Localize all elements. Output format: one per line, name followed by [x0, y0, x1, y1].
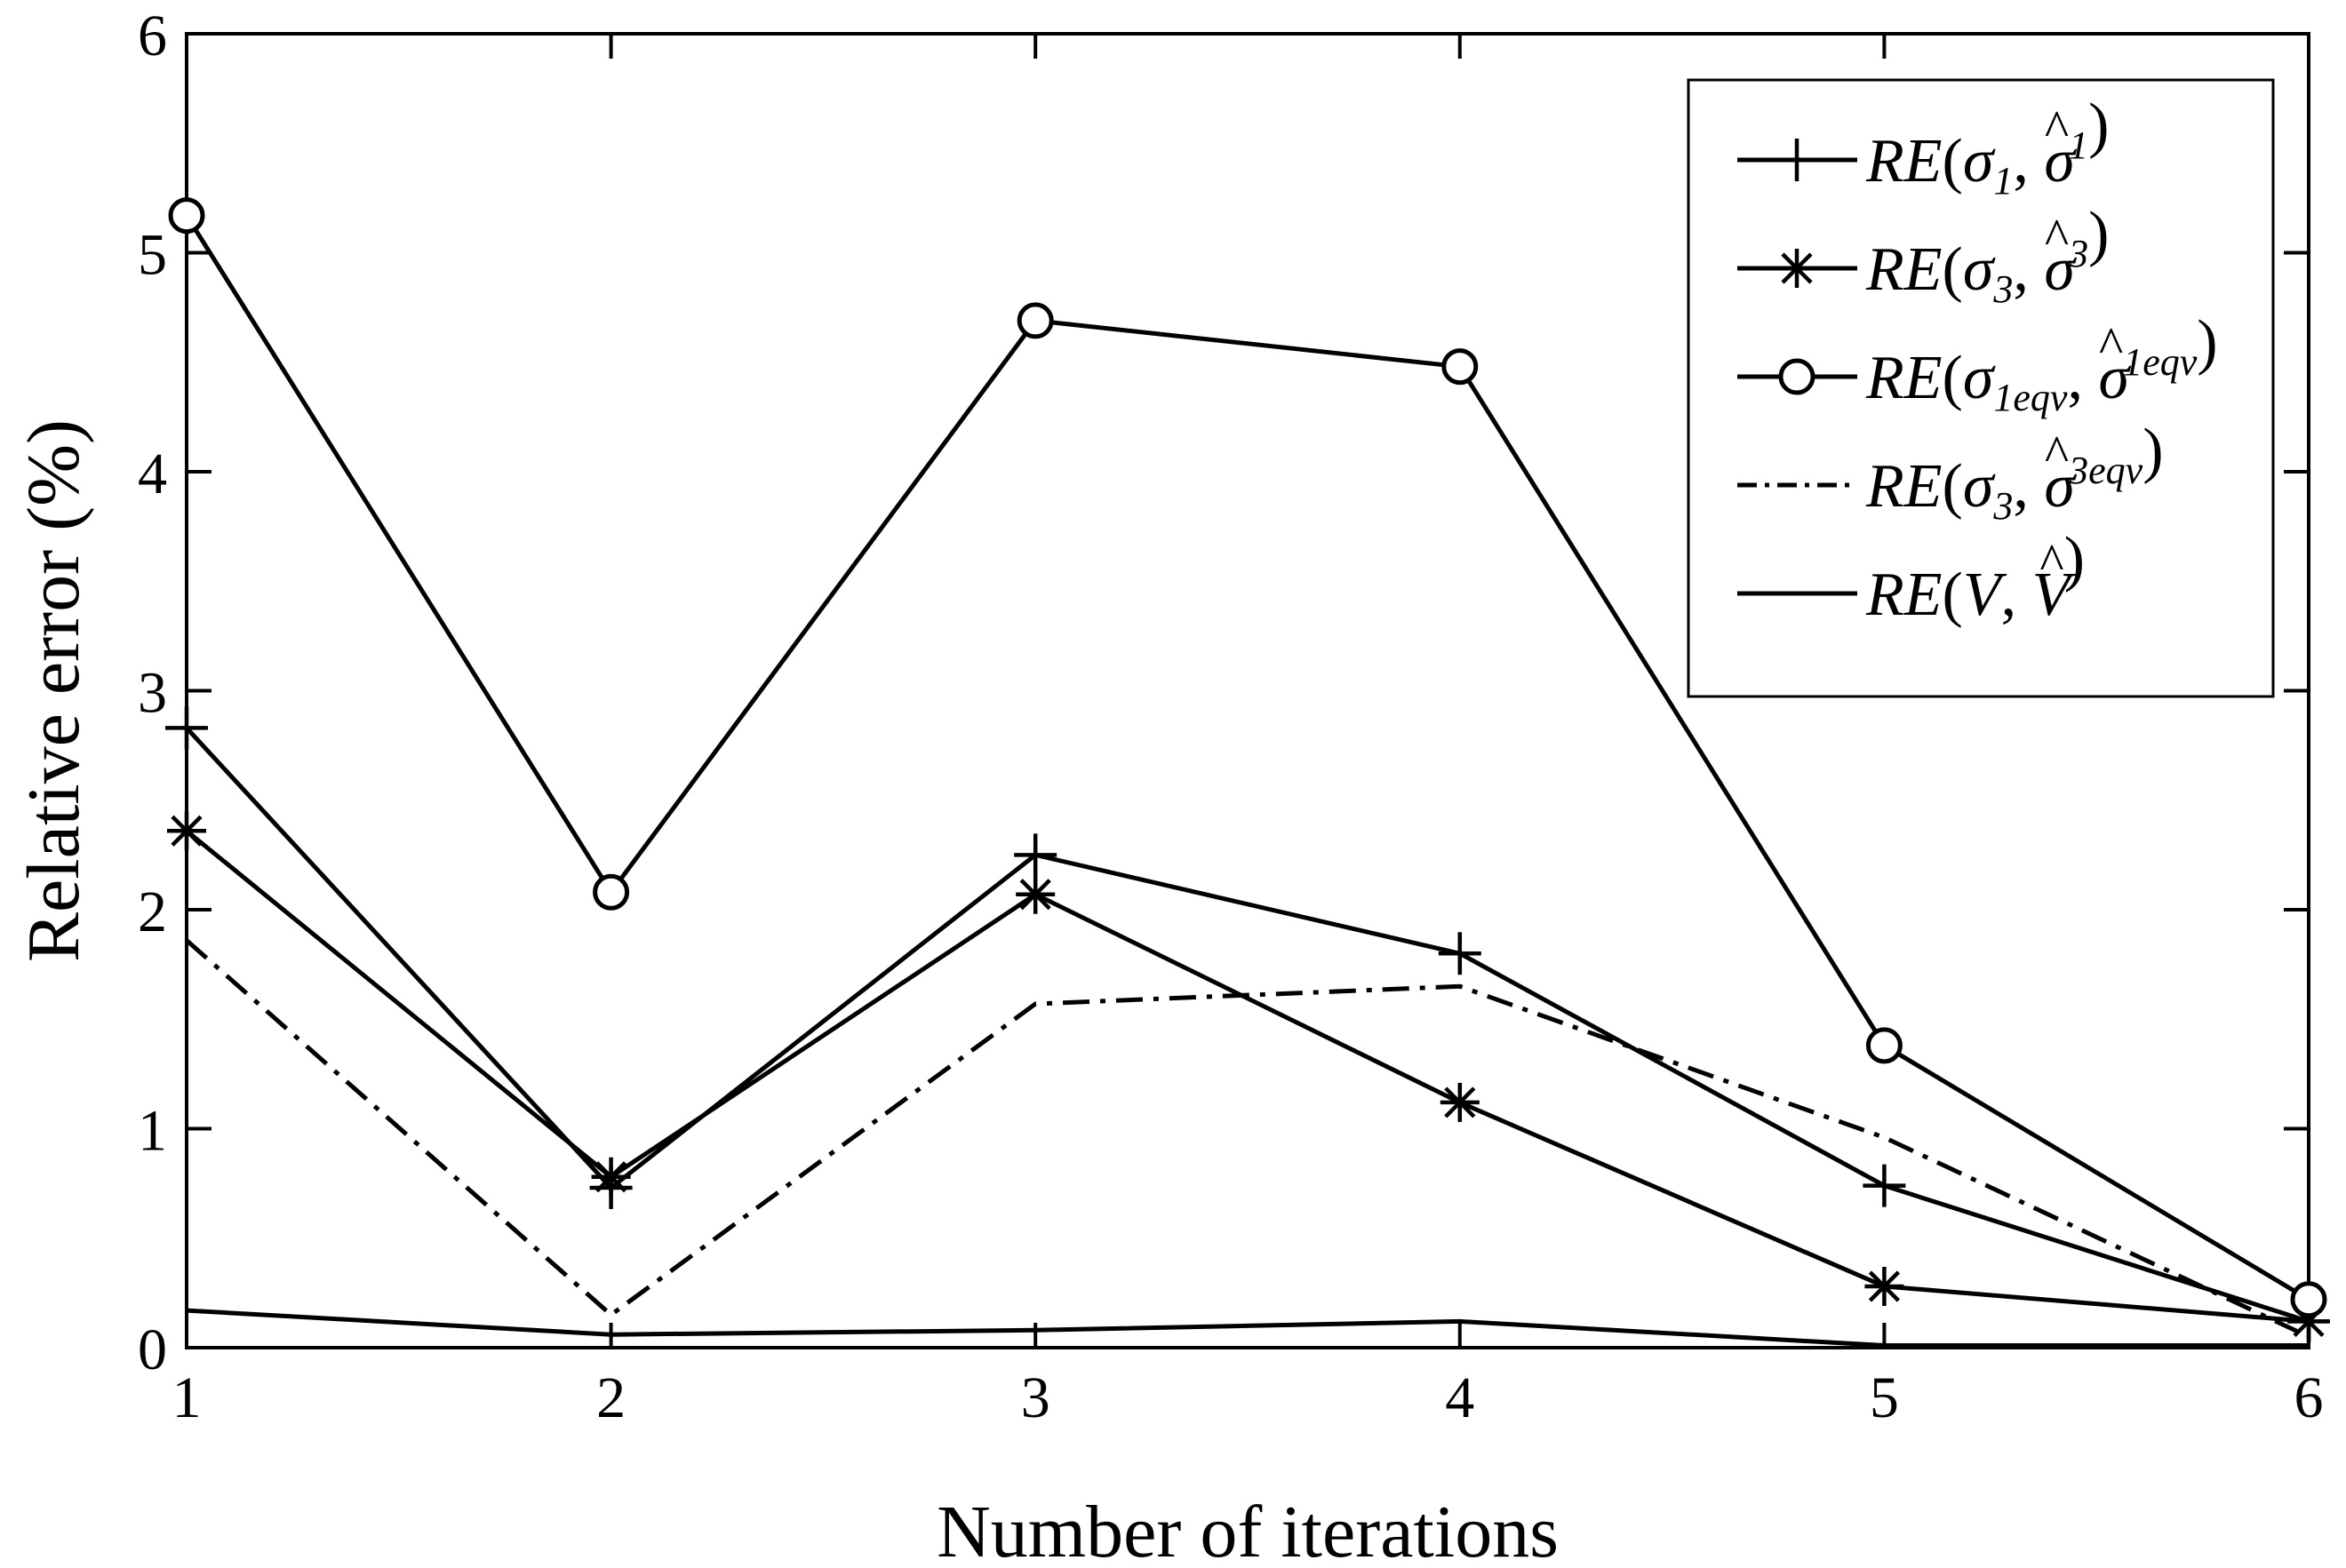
data-point-marker — [1863, 1164, 1906, 1207]
y-tick-label: 1 — [138, 1099, 167, 1164]
data-point-marker — [1864, 1266, 1904, 1306]
data-point-marker — [1017, 302, 1054, 339]
legend-entry: RE(σ3, σ^3eqv) — [1737, 417, 2164, 528]
axis-ticks — [185, 32, 2310, 1349]
data-point-marker — [1865, 1027, 1903, 1064]
x-tick-label: 4 — [1445, 1365, 1474, 1430]
legend-marker — [1777, 249, 1816, 288]
y-tick-label: 3 — [138, 661, 167, 726]
legend-marker — [1778, 358, 1815, 395]
legend-label: RE(σ3, σ^3) — [1865, 200, 2109, 311]
data-point-marker — [1440, 1082, 1480, 1122]
x-tick-label: 5 — [1870, 1365, 1899, 1430]
series-line — [185, 829, 2310, 1324]
data-point-marker — [167, 811, 206, 851]
legend-label: RE(σ3, σ^3eqv) — [1865, 417, 2164, 528]
y-tick-label: 4 — [138, 442, 167, 506]
y-tick-label: 6 — [138, 4, 167, 68]
y-tick-label: 2 — [138, 880, 167, 944]
legend: RE(σ1, σ^1)RE(σ3, σ^3)RE(σ1eqv, σ^1eqv)R… — [1687, 78, 2275, 698]
data-point-marker — [591, 1157, 631, 1197]
data-point-marker — [1016, 874, 1056, 914]
data-point-marker — [1438, 932, 1481, 975]
legend-entry: RE(σ1, σ^1) — [1737, 92, 2109, 203]
series-line — [186, 1308, 2309, 1349]
legend-entry: RE(σ3, σ^3) — [1737, 200, 2109, 311]
series-layer — [165, 197, 2330, 1349]
series-s1 — [165, 706, 2330, 1343]
series-line — [185, 726, 2310, 1324]
x-axis-label: Number of iterations — [937, 1491, 1559, 1568]
series-line — [184, 214, 2310, 1301]
x-tick-label: 1 — [172, 1365, 202, 1430]
series-s3 — [168, 197, 2327, 1318]
data-point-marker — [168, 197, 205, 235]
legend-entry: RE(V, V^) — [1737, 525, 2085, 629]
series-s2 — [167, 811, 2328, 1341]
series-s4 — [185, 938, 2310, 1339]
legend-entry: RE(σ1eqv, σ^1eqv) — [1737, 308, 2218, 419]
y-tick-label: 0 — [138, 1317, 167, 1382]
legend-label: RE(σ1, σ^1) — [1865, 92, 2109, 203]
data-point-marker — [1441, 348, 1479, 386]
series-line — [185, 938, 2310, 1339]
x-tick-label: 6 — [2294, 1365, 2324, 1430]
y-axis-label: Relative error (%) — [12, 419, 95, 962]
legend-marker — [1775, 139, 1818, 181]
legend-label: RE(V, V^) — [1865, 525, 2085, 629]
x-tick-label: 3 — [1021, 1365, 1050, 1430]
data-point-marker — [165, 706, 208, 750]
data-point-marker — [2290, 1281, 2327, 1318]
x-tick-label: 2 — [596, 1365, 626, 1430]
series-s5 — [186, 1308, 2309, 1349]
data-point-marker — [593, 873, 630, 911]
legend-label: RE(σ1eqv, σ^1eqv) — [1865, 308, 2218, 419]
y-tick-label: 5 — [138, 223, 167, 288]
data-point-marker — [1014, 833, 1057, 877]
